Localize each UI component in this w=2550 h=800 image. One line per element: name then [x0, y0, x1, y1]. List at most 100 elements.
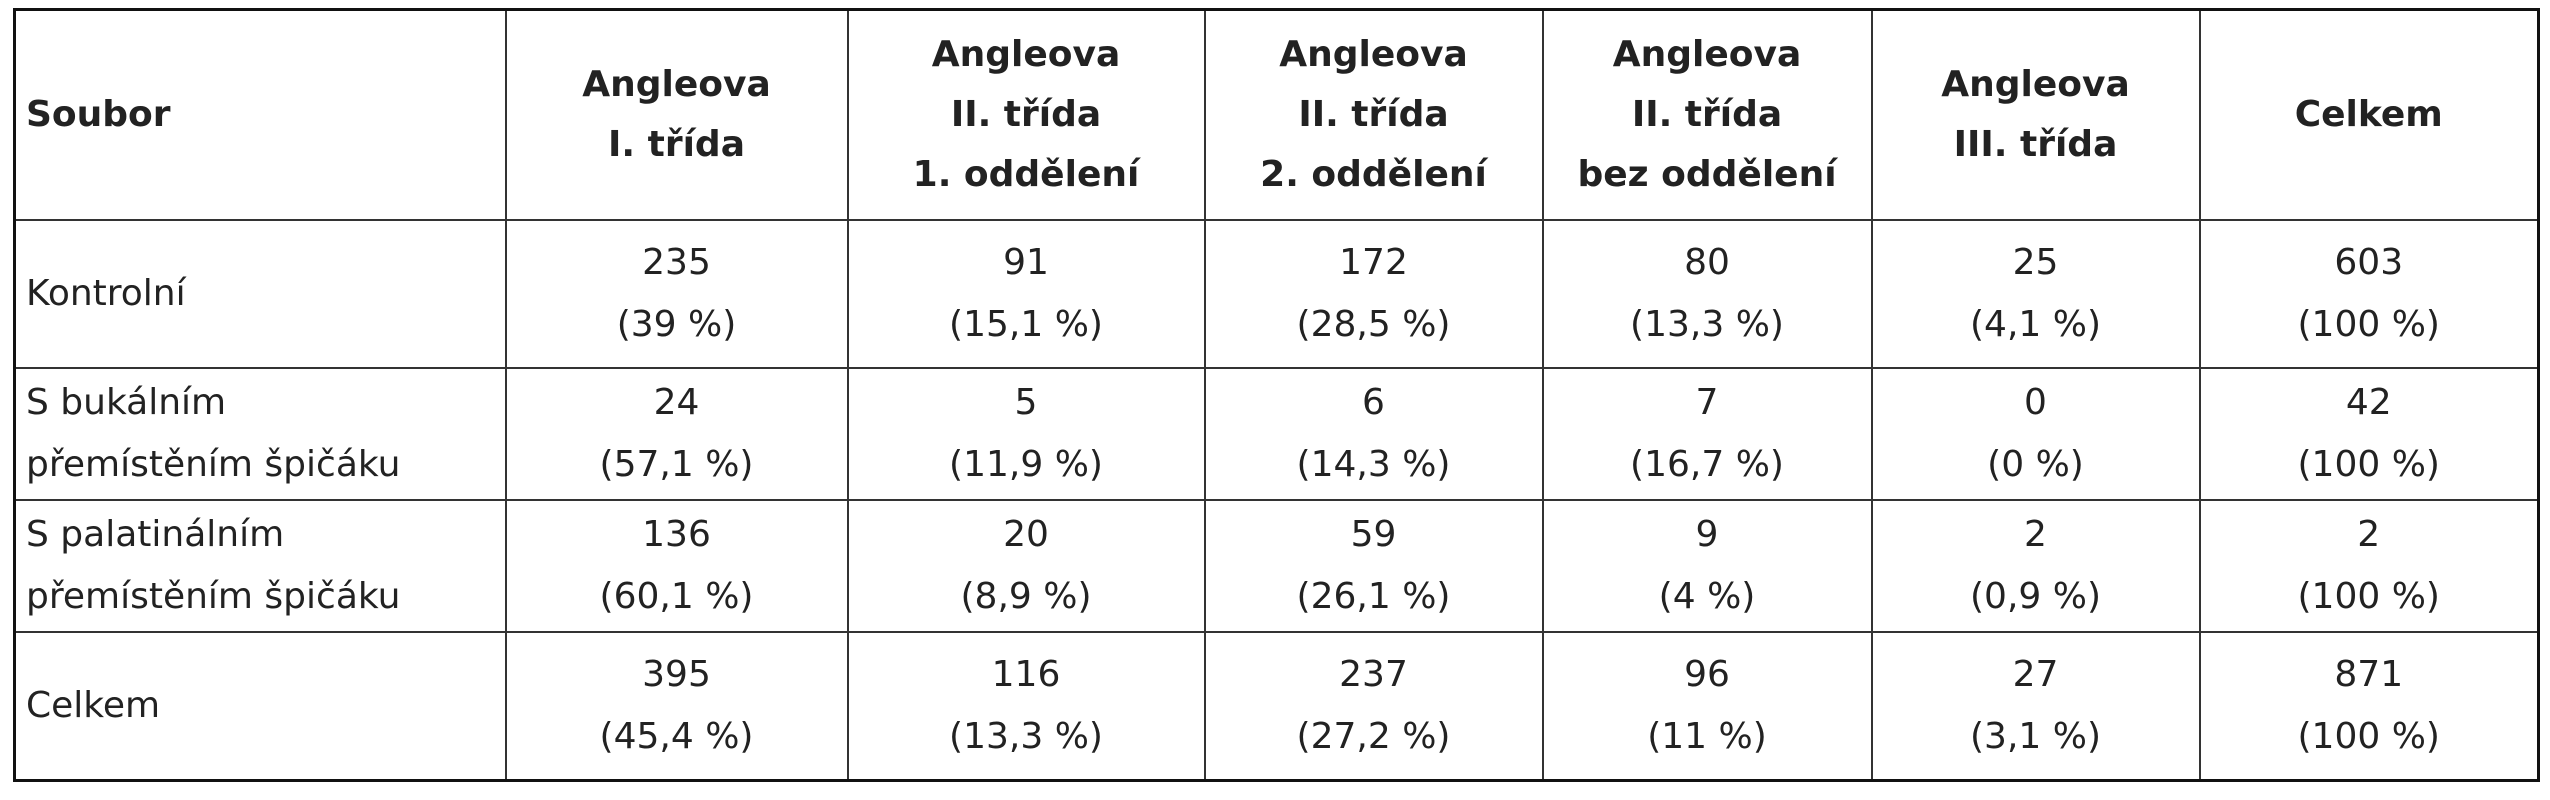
header-cell: Angleova III. třída: [1870, 8, 2201, 221]
cell-line: (11 %): [1647, 716, 1767, 757]
cell-line: 27: [2012, 654, 2059, 695]
cell-line: 172: [1339, 242, 1408, 283]
cell-line: 1. oddělení: [912, 154, 1140, 195]
data-cell: 96 (11 %): [1541, 631, 1873, 782]
cell-line: (0,9 %): [1970, 576, 2101, 617]
header-cell: Angleova II. třída 2. oddělení: [1203, 8, 1544, 221]
row-label: S palatinálním přemístěním špičáku: [13, 499, 507, 633]
data-cell: 603 (100 %): [2198, 219, 2540, 369]
cell-line: 136: [642, 514, 711, 555]
cell-line: Soubor: [26, 94, 171, 135]
row-label: Celkem: [13, 631, 507, 782]
cell-line: 603: [2334, 242, 2404, 283]
data-cell: 871 (100 %): [2198, 631, 2540, 782]
data-cell: 20 (8,9 %): [846, 499, 1206, 633]
cell-line: (3,1 %): [1970, 716, 2101, 757]
data-cell: 136 (60,1 %): [504, 499, 849, 633]
cell-line: přemístěním špičáku: [26, 444, 401, 485]
cell-line: (13,3 %): [949, 716, 1103, 757]
cell-line: (28,5 %): [1296, 304, 1451, 345]
data-cell: 91 (15,1 %): [846, 219, 1206, 369]
data-cell: 7 (16,7 %): [1541, 367, 1873, 501]
cell-line: 237: [1339, 654, 1408, 695]
cell-line: (39 %): [616, 304, 737, 345]
cell-line: přemístěním špičáku: [26, 576, 401, 617]
data-row: S palatinálním přemístěním špičáku 136 (60,…: [13, 499, 2540, 633]
header-cell: Angleova II. třída 1. oddělení: [846, 8, 1206, 221]
cell-line: 871: [2334, 654, 2404, 695]
cell-line: Angleova: [931, 34, 1121, 75]
data-cell: 2 (100 %): [2198, 499, 2540, 633]
data-table: Soubor Angleova I. třída Angleova II. třída 1…: [13, 8, 2540, 782]
cell-line: 59: [1350, 514, 1397, 555]
data-cell: 25 (4,1 %): [1870, 219, 2201, 369]
cell-line: III. třída: [1953, 124, 2118, 165]
header-row: Soubor Angleova I. třída Angleova II. třída 1…: [13, 8, 2540, 221]
data-row: S bukálním přemístěním špičáku 24 (57,1 %) 5…: [13, 367, 2540, 501]
cell-line: (13,3 %): [1630, 304, 1784, 345]
cell-line: Angleova: [1941, 64, 2130, 105]
data-cell: 24 (57,1 %): [504, 367, 849, 501]
cell-line: S palatinálním: [26, 514, 285, 555]
cell-line: II. třída: [950, 94, 1102, 135]
row-label: Kontrolní: [13, 219, 507, 369]
data-cell: 0 (0 %): [1870, 367, 2201, 501]
cell-line: (100 %): [2297, 576, 2440, 617]
data-cell: 80 (13,3 %): [1541, 219, 1873, 369]
cell-line: (26,1 %): [1296, 576, 1451, 617]
data-cell: 172 (28,5 %): [1203, 219, 1544, 369]
cell-line: (100 %): [2297, 716, 2440, 757]
cell-line: II. třída: [1631, 94, 1783, 135]
cell-line: II. třída: [1298, 94, 1449, 135]
cell-line: (100 %): [2297, 444, 2440, 485]
cell-line: 2: [2357, 514, 2381, 555]
cell-line: 235: [642, 242, 711, 283]
cell-line: (8,9 %): [960, 576, 1092, 617]
data-cell: 235 (39 %): [504, 219, 849, 369]
cell-line: 0: [2024, 382, 2047, 423]
data-cell: 395 (45,4 %): [504, 631, 849, 782]
cell-line: 5: [1014, 382, 1038, 423]
cell-line: 6: [1362, 382, 1385, 423]
cell-line: (4,1 %): [1970, 304, 2101, 345]
cell-line: 395: [642, 654, 711, 695]
cell-line: 2. oddělení: [1260, 154, 1487, 195]
cell-line: (27,2 %): [1296, 716, 1451, 757]
cell-line: Celkem: [2294, 94, 2443, 135]
cell-line: 116: [991, 654, 1061, 695]
cell-line: Celkem: [26, 685, 161, 726]
data-row: Celkem 395 (45,4 %) 116 (13,3 %) 237 (27,2 %) 9…: [13, 631, 2540, 782]
cell-line: (60,1 %): [599, 576, 754, 617]
data-cell: 9 (4 %): [1541, 499, 1873, 633]
cell-line: Kontrolní: [26, 273, 186, 314]
cell-line: 2: [2024, 514, 2047, 555]
cell-line: (16,7 %): [1630, 444, 1784, 485]
cell-line: 7: [1695, 382, 1719, 423]
table-body: Soubor Angleova I. třída Angleova II. třída 1…: [13, 8, 2540, 782]
data-cell: 27 (3,1 %): [1870, 631, 2201, 782]
cell-line: bez oddělení: [1577, 154, 1837, 195]
cell-line: Angleova: [1279, 34, 1468, 75]
cell-line: (100 %): [2297, 304, 2440, 345]
data-cell: 2 (0,9 %): [1870, 499, 2201, 633]
cell-line: 20: [1003, 514, 1049, 555]
cell-line: 9: [1695, 514, 1719, 555]
cell-line: (0 %): [1987, 444, 2084, 485]
data-row: Kontrolní 235 (39 %) 91 (15,1 %) 172 (28,5 %) 8…: [13, 219, 2540, 369]
data-cell: 5 (11,9 %): [846, 367, 1206, 501]
data-cell: 59 (26,1 %): [1203, 499, 1544, 633]
cell-line: Angleova: [582, 64, 771, 105]
cell-line: (11,9 %): [949, 444, 1103, 485]
cell-line: 80: [1684, 242, 1730, 283]
row-label: S bukálním přemístěním špičáku: [13, 367, 507, 501]
cell-line: Angleova: [1612, 34, 1802, 75]
header-cell: Celkem: [2198, 8, 2540, 221]
cell-line: S bukálním: [26, 382, 227, 423]
cell-line: (4 %): [1658, 576, 1756, 617]
data-cell: 42 (100 %): [2198, 367, 2540, 501]
cell-line: 91: [1003, 242, 1049, 283]
cell-line: (57,1 %): [599, 444, 754, 485]
data-cell: 6 (14,3 %): [1203, 367, 1544, 501]
data-cell: 116 (13,3 %): [846, 631, 1206, 782]
